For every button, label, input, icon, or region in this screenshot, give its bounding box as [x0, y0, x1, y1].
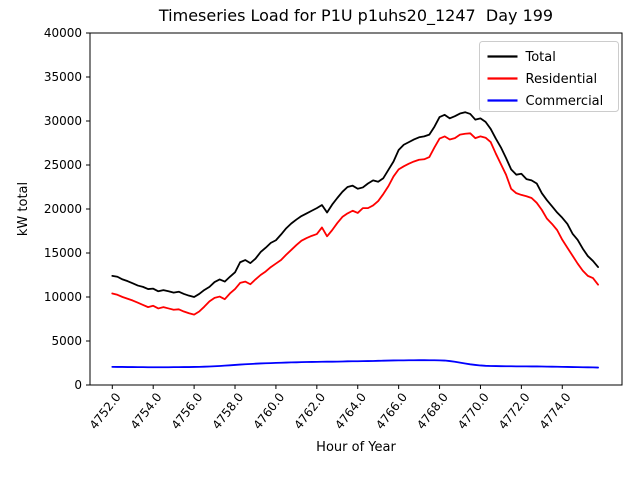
x-tick-label: 4766.0 — [373, 390, 410, 432]
x-tick-label: 4772.0 — [496, 390, 533, 432]
y-tick-label: 30000 — [44, 114, 82, 128]
legend-label-residential: Residential — [526, 72, 598, 87]
series-line-total — [111, 111, 599, 298]
y-tick-label: 5000 — [51, 334, 82, 348]
x-axis-label: Hour of Year — [316, 440, 396, 455]
legend-label-commercial: Commercial — [526, 94, 604, 109]
y-tick-label: 25000 — [44, 158, 82, 172]
legend-label-total: Total — [525, 50, 556, 65]
series-layer — [111, 111, 599, 369]
x-tick-label: 4764.0 — [332, 390, 369, 432]
series-line-commercial — [111, 359, 599, 369]
x-tick-label: 4758.0 — [209, 390, 246, 432]
y-tick-label: 10000 — [44, 290, 82, 304]
chart-title: Timeseries Load for P1U p1uhs20_1247 Day… — [158, 6, 553, 26]
y-tick-label: 35000 — [44, 70, 82, 84]
x-tick-label: 4770.0 — [455, 390, 492, 432]
series-line-residential — [111, 132, 599, 316]
x-tick-label: 4762.0 — [291, 390, 328, 432]
x-tick-label: 4760.0 — [250, 390, 287, 432]
y-tick-label: 20000 — [44, 202, 82, 216]
x-tick-label: 4768.0 — [414, 390, 451, 432]
y-tick-label: 40000 — [44, 26, 82, 40]
x-tick-label: 4756.0 — [169, 390, 206, 432]
legend: Total Residential Commercial — [479, 41, 619, 112]
x-tick-label: 4752.0 — [87, 390, 124, 432]
y-tick-label: 0 — [74, 378, 82, 392]
legend-box — [479, 41, 619, 112]
y-tick-label: 15000 — [44, 246, 82, 260]
x-tick-label: 4774.0 — [537, 390, 574, 432]
x-tick-label: 4754.0 — [128, 390, 165, 432]
y-axis-label: kW total — [16, 182, 31, 236]
